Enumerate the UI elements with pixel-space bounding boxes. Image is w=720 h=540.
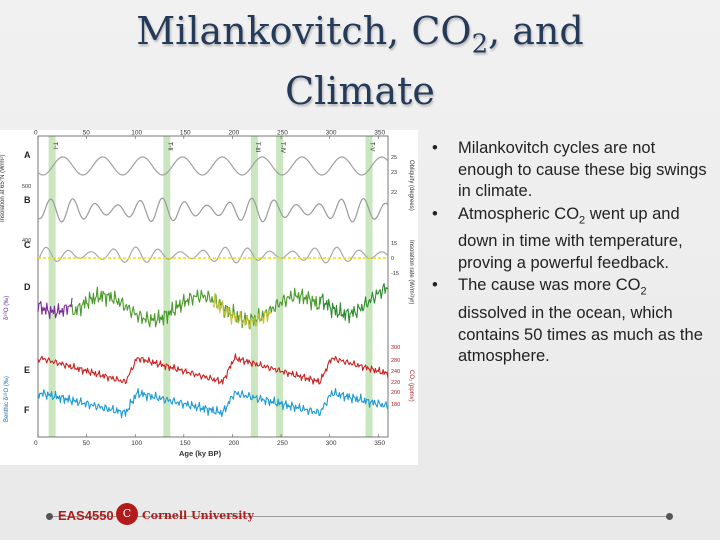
top-tick-label: 50 <box>83 130 91 137</box>
curve-B-insolation <box>37 197 389 223</box>
right-tick-co2: 180 <box>391 402 400 408</box>
cornell-seal-logo: C <box>116 503 138 525</box>
top-tick-label: 0 <box>34 130 38 137</box>
top-tick-label: 250 <box>277 130 288 137</box>
bottom-tick-label: 350 <box>374 440 385 447</box>
right-tick-co2: 200 <box>391 390 400 396</box>
title-part2: , and <box>488 9 584 53</box>
footer-dot-left <box>46 513 53 520</box>
bullet-item: Milankovitch cycles are not enough to ca… <box>432 138 712 203</box>
top-tick-label: 350 <box>374 130 385 137</box>
bullet-text: The cause was more CO <box>458 276 641 295</box>
right-axis-co2: CO₂ (ppmv) <box>408 370 414 402</box>
left-tick-insolation: 500 <box>22 184 31 190</box>
top-tick-label: 300 <box>326 130 337 137</box>
university-name: Cornell University <box>142 509 254 522</box>
panel-letter: A <box>24 150 31 160</box>
title-subscript: 2 <box>471 29 489 60</box>
curve-D-purple <box>37 297 73 320</box>
right-tick-obliquity: 25 <box>391 155 397 161</box>
title-line1: Milankovitch, CO2, and <box>136 9 584 60</box>
right-axis-insolation-rate: Insolation rate (W/m²/yr) <box>408 240 414 304</box>
right-tick-co2: 240 <box>391 369 400 375</box>
termination-band <box>276 136 284 437</box>
curve-E-co2 <box>37 353 389 385</box>
bottom-tick-label: 0 <box>34 440 38 447</box>
right-tick-co2: 300 <box>391 345 400 351</box>
bullet-subscript: 2 <box>579 213 586 226</box>
curve-A-obliquity <box>37 156 389 176</box>
termination-band <box>163 136 171 437</box>
curve-D-green <box>71 286 321 330</box>
right-tick-rate: 0 <box>391 256 394 262</box>
bullet-text: went up and down in time with temperatur… <box>458 204 683 272</box>
left-axis-d18o: δ¹⁸O (‰) <box>3 296 10 320</box>
termination-label: T-V <box>369 142 375 151</box>
bottom-tick-label: 150 <box>180 440 191 447</box>
top-tick-label: 150 <box>180 130 191 137</box>
termination-label: T-II <box>166 142 172 151</box>
bottom-tick-label: 200 <box>228 440 239 447</box>
right-tick-co2: 220 <box>391 380 400 386</box>
bullet-item: Atmospheric CO2 went up and down in time… <box>432 204 712 275</box>
bottom-tick-label: 300 <box>326 440 337 447</box>
panel-letter: C <box>24 240 31 250</box>
bullet-text: dissolved in the ocean, which contains 5… <box>458 304 703 366</box>
right-tick-rate: -15 <box>391 271 399 277</box>
termination-label: T-III <box>254 142 260 153</box>
title-line2: Climate <box>285 68 435 113</box>
bottom-tick-label: 250 <box>277 440 288 447</box>
footer-divider <box>50 516 670 517</box>
bottom-tick-label: 50 <box>83 440 91 447</box>
panel-letter: F <box>24 405 30 415</box>
right-tick-co2: 280 <box>391 358 400 364</box>
right-tick-obliquity: 22 <box>391 190 397 196</box>
slide-title: Milankovitch, CO2, and Climate <box>40 8 680 114</box>
termination-band <box>48 136 56 437</box>
termination-label: T-I <box>52 142 58 149</box>
top-tick-label: 100 <box>131 130 142 137</box>
figure-svg: T-I T-II T-III T-IV T-V005050100100150150200… <box>0 130 414 459</box>
title-part1: Milankovitch, CO <box>136 9 472 53</box>
bottom-tick-label: 100 <box>131 440 142 447</box>
bullet-text: Atmospheric CO <box>458 204 580 223</box>
panel-letter: E <box>24 365 30 375</box>
course-code: EAS4550 <box>58 508 114 523</box>
figure-frame <box>37 135 389 438</box>
curve-C-insolation-rate <box>37 246 389 264</box>
termination-band <box>365 136 373 437</box>
panel-letter: D <box>24 282 31 292</box>
termination-label: T-IV <box>279 142 285 153</box>
curve-D-green-late <box>319 283 389 324</box>
right-axis-obliquity: Obliquity (degrees) <box>408 160 414 211</box>
paleoclimate-figure: T-I T-II T-III T-IV T-V 0 0 50 50 100 100 150 150 200… <box>0 130 418 465</box>
x-axis-label: Age (ky BP) <box>179 449 222 458</box>
left-tick-insolation: 400 <box>22 238 31 244</box>
left-axis-benthic: Benthic δ¹⁸O (‰) <box>3 376 10 422</box>
curve-F-benthic <box>37 388 389 419</box>
left-axis-insolation: Insolation at 65°N (W/m²) <box>0 155 6 222</box>
bullet-item: The cause was more CO2 dissolved in the … <box>432 275 712 367</box>
footer-dot-right <box>666 513 673 520</box>
right-tick-rate: 15 <box>391 241 397 247</box>
right-tick-obliquity: 23 <box>391 170 397 176</box>
termination-band <box>250 136 258 437</box>
curve-D-yellow <box>212 292 272 329</box>
top-tick-label: 200 <box>228 130 239 137</box>
panel-letter: B <box>24 195 31 205</box>
bullet-subscript: 2 <box>640 285 647 298</box>
bullet-text: Milankovitch cycles are not enough to ca… <box>458 139 707 200</box>
bullet-list: Milankovitch cycles are not enough to ca… <box>432 138 712 369</box>
